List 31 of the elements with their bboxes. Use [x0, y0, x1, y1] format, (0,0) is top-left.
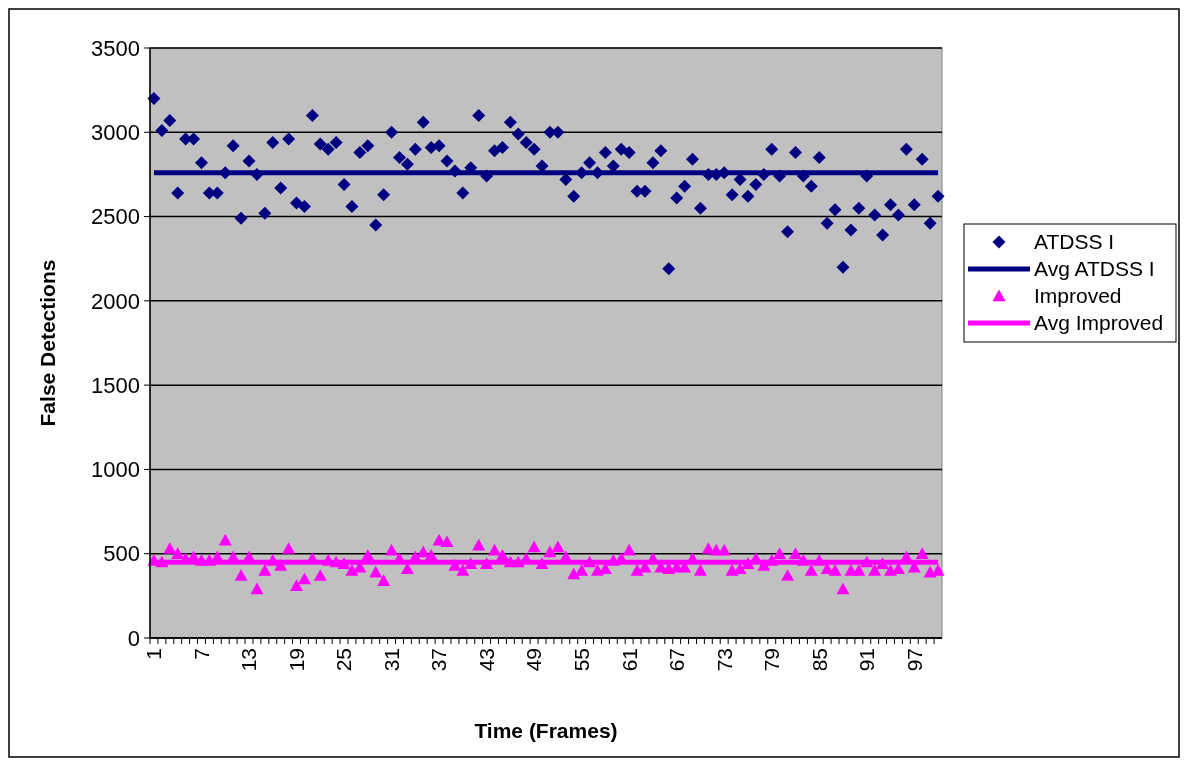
y-axis-title: False Detections: [36, 259, 59, 427]
y-tick-label: 2500: [91, 204, 140, 230]
y-tick-label: 1500: [91, 372, 140, 398]
x-tick-label: 67: [665, 648, 689, 672]
legend-label: Avg ATDSS I: [1034, 257, 1155, 281]
x-tick-label: 1: [142, 648, 166, 660]
x-tick-label: 61: [617, 648, 641, 672]
y-tick-label: 500: [103, 541, 140, 567]
y-tick-label: 3000: [91, 119, 140, 145]
x-tick-label: 25: [332, 648, 356, 672]
x-tick-label: 43: [474, 648, 498, 672]
x-tick-label: 13: [237, 648, 261, 672]
x-tick-label: 19: [284, 648, 308, 672]
y-tick-label: 0: [127, 625, 140, 651]
y-tick-label: 1000: [91, 457, 140, 483]
legend-label: ATDSS I: [1034, 230, 1115, 254]
x-axis-title: Time (Frames): [474, 719, 618, 742]
x-tick-label: 49: [522, 648, 546, 672]
x-tick-label: 7: [189, 648, 213, 660]
x-tick-label: 97: [902, 648, 926, 672]
x-tick-label: 37: [427, 648, 451, 672]
y-tick-label: 2000: [91, 288, 140, 314]
legend-label: Avg Improved: [1034, 311, 1164, 335]
legend-label: Improved: [1034, 284, 1122, 308]
x-tick-label: 91: [855, 648, 879, 672]
x-tick-label: 55: [569, 648, 593, 672]
x-tick-label: 85: [807, 648, 831, 672]
x-tick-label: 73: [712, 648, 736, 672]
x-tick-label: 31: [379, 648, 403, 672]
x-tick-label: 79: [760, 648, 784, 672]
y-tick-label: 3500: [91, 35, 140, 61]
